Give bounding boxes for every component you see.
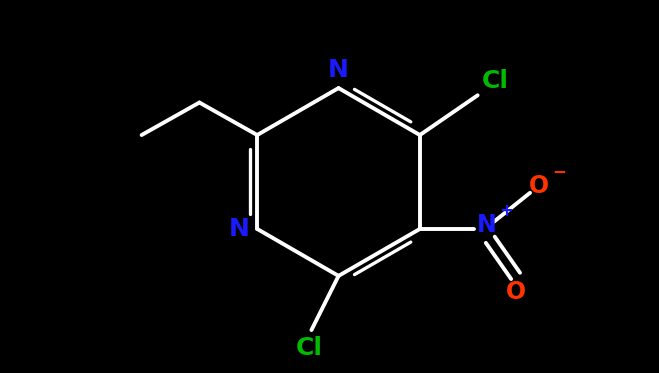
Text: O: O [529, 173, 549, 198]
Text: N: N [477, 213, 496, 237]
Text: N: N [328, 58, 349, 82]
Text: N: N [229, 217, 250, 241]
Text: Cl: Cl [296, 336, 323, 360]
Text: O: O [505, 280, 526, 304]
Text: +: + [500, 202, 513, 220]
Text: −: − [552, 162, 566, 180]
Text: Cl: Cl [482, 69, 509, 93]
